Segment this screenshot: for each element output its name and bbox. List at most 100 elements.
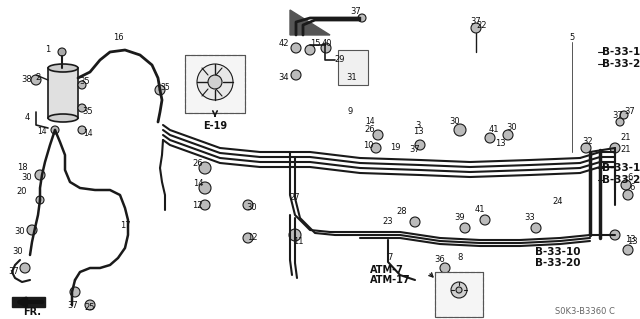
Circle shape: [620, 111, 628, 119]
Text: 23: 23: [383, 218, 394, 226]
Text: 13: 13: [413, 128, 423, 137]
Circle shape: [410, 217, 420, 227]
Text: 40: 40: [322, 39, 332, 48]
Circle shape: [199, 162, 211, 174]
Text: S0K3-B3360 C: S0K3-B3360 C: [555, 308, 615, 316]
Circle shape: [305, 45, 315, 55]
Circle shape: [85, 300, 95, 310]
Circle shape: [51, 126, 59, 134]
Text: 20: 20: [17, 188, 28, 197]
Bar: [435, 272, 483, 317]
Text: 17: 17: [120, 220, 131, 229]
Text: 12: 12: [192, 201, 202, 210]
Circle shape: [610, 230, 620, 240]
Text: 42: 42: [279, 40, 289, 48]
Text: 30: 30: [246, 204, 257, 212]
Circle shape: [581, 143, 591, 153]
Text: 34: 34: [278, 73, 289, 83]
Text: B-33-20: B-33-20: [535, 258, 580, 268]
Circle shape: [503, 130, 513, 140]
Text: 41: 41: [475, 205, 485, 214]
Circle shape: [358, 14, 366, 22]
Text: FR.: FR.: [23, 307, 41, 317]
Text: 1: 1: [45, 46, 51, 55]
Circle shape: [200, 200, 210, 210]
Circle shape: [78, 104, 86, 112]
Circle shape: [36, 196, 44, 204]
Circle shape: [531, 223, 541, 233]
Text: 30: 30: [22, 174, 32, 182]
Text: 32: 32: [582, 137, 593, 146]
Circle shape: [485, 133, 495, 143]
Circle shape: [616, 118, 624, 126]
Circle shape: [610, 143, 620, 153]
Text: ATM-7: ATM-7: [370, 265, 404, 275]
Text: 6: 6: [629, 183, 635, 192]
Circle shape: [321, 43, 331, 53]
Circle shape: [454, 124, 466, 136]
Text: B-33-20: B-33-20: [602, 59, 640, 69]
Ellipse shape: [48, 64, 78, 72]
Circle shape: [27, 225, 37, 235]
Bar: [338, 50, 368, 85]
Bar: [435, 272, 483, 317]
Circle shape: [78, 81, 86, 89]
Circle shape: [621, 180, 631, 190]
Text: 10: 10: [363, 140, 373, 150]
Text: E-19: E-19: [203, 121, 227, 131]
Text: 22: 22: [477, 20, 487, 29]
Polygon shape: [12, 297, 45, 307]
Text: 7: 7: [387, 254, 393, 263]
Text: 14: 14: [365, 117, 375, 127]
Text: 39: 39: [454, 213, 465, 222]
Circle shape: [155, 85, 165, 95]
Text: 18: 18: [17, 164, 28, 173]
Text: 21: 21: [621, 145, 631, 154]
Text: 13: 13: [627, 238, 637, 247]
Text: 31: 31: [347, 73, 357, 83]
Circle shape: [35, 170, 45, 180]
Text: 37: 37: [68, 300, 78, 309]
Text: 38: 38: [22, 76, 33, 85]
Bar: [48, 68, 78, 118]
Text: 30: 30: [450, 117, 460, 127]
Text: 4: 4: [24, 114, 29, 122]
Text: 19: 19: [390, 144, 400, 152]
Circle shape: [243, 233, 253, 243]
Circle shape: [197, 64, 233, 100]
Circle shape: [291, 70, 301, 80]
Text: 6: 6: [627, 174, 633, 182]
Text: 28: 28: [397, 207, 407, 217]
Circle shape: [208, 75, 222, 89]
Text: 21: 21: [621, 133, 631, 143]
Text: B-33-20: B-33-20: [602, 175, 640, 185]
Text: 26: 26: [193, 159, 204, 167]
Circle shape: [456, 287, 462, 293]
Ellipse shape: [48, 114, 78, 122]
Circle shape: [291, 43, 301, 53]
Text: 24: 24: [553, 197, 563, 206]
Polygon shape: [290, 10, 330, 35]
Text: 3: 3: [415, 121, 420, 130]
Text: B-33-10: B-33-10: [602, 163, 640, 173]
Bar: [185, 55, 245, 113]
Text: 14: 14: [83, 130, 93, 138]
Circle shape: [70, 287, 80, 297]
Text: 37: 37: [612, 110, 623, 120]
Circle shape: [415, 140, 425, 150]
Circle shape: [471, 23, 481, 33]
Circle shape: [243, 200, 253, 210]
Circle shape: [451, 282, 467, 298]
Text: 2: 2: [35, 73, 40, 83]
Text: 26: 26: [365, 125, 375, 135]
Circle shape: [78, 126, 86, 134]
Text: 11: 11: [292, 238, 303, 247]
Text: 35: 35: [160, 84, 170, 93]
Circle shape: [460, 223, 470, 233]
Text: 37: 37: [351, 8, 362, 17]
Circle shape: [20, 263, 30, 273]
Text: 16: 16: [113, 33, 124, 42]
Circle shape: [371, 143, 381, 153]
Text: 41: 41: [489, 125, 499, 135]
Text: B-33-10: B-33-10: [535, 247, 580, 257]
